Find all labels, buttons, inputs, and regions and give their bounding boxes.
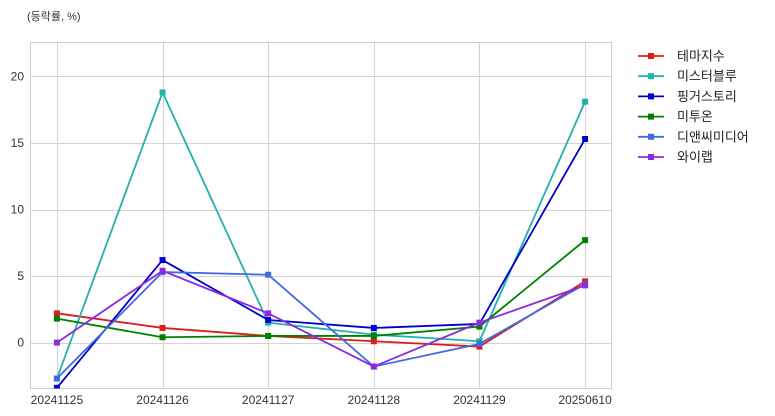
y-tick-label: 20 bbox=[11, 69, 25, 83]
series-line bbox=[56, 269, 586, 368]
legend-item: 미스터블루 bbox=[638, 69, 737, 84]
y-tick-label: 0 bbox=[17, 336, 24, 350]
series-line bbox=[56, 271, 586, 380]
data-point bbox=[159, 334, 166, 341]
data-point bbox=[159, 324, 166, 331]
legend-item: 와이랩 bbox=[638, 150, 713, 165]
y-tick-label: 15 bbox=[11, 136, 25, 150]
legend-marker bbox=[648, 93, 654, 100]
y-tick-label: 10 bbox=[11, 203, 25, 217]
data-point bbox=[582, 237, 589, 244]
data-point bbox=[370, 332, 377, 339]
x-tick-label: 20241125 bbox=[31, 393, 84, 407]
data-point bbox=[582, 135, 589, 142]
data-point bbox=[265, 271, 272, 278]
y-tick-label: 5 bbox=[17, 269, 24, 283]
legend-marker bbox=[648, 73, 654, 80]
x-tick-labels: 20241125 20241126 20241127 20241128 20241129… bbox=[31, 393, 612, 407]
grid-lines bbox=[30, 42, 612, 389]
plot-border bbox=[30, 42, 612, 389]
legend-item: 테마지수 bbox=[638, 49, 725, 64]
legend-item: 미투온 bbox=[638, 109, 713, 124]
y-axis-unit-label: (등락률, %) bbox=[27, 10, 81, 23]
legend-label: 테마지수 bbox=[677, 49, 725, 64]
series-4 bbox=[53, 237, 589, 341]
x-tick-label: 20241126 bbox=[136, 393, 189, 407]
legend-marker bbox=[648, 133, 654, 140]
series-line bbox=[56, 91, 586, 379]
x-tick-label: 20250610 bbox=[558, 393, 612, 407]
series-line bbox=[56, 280, 586, 348]
data-point bbox=[476, 323, 483, 330]
legend-label: 미투온 bbox=[677, 109, 713, 124]
series-line bbox=[56, 138, 586, 389]
legend-label: 와이랩 bbox=[677, 150, 713, 165]
legend-label: 디앤씨미디어 bbox=[677, 129, 749, 144]
data-point bbox=[582, 282, 589, 289]
data-point bbox=[265, 316, 272, 323]
legend-marker bbox=[648, 154, 654, 160]
series-layer bbox=[53, 89, 589, 389]
legend-marker bbox=[648, 53, 654, 59]
data-point bbox=[53, 315, 60, 322]
data-point bbox=[53, 384, 60, 389]
data-point bbox=[370, 338, 377, 345]
data-point bbox=[159, 267, 166, 274]
data-point bbox=[476, 319, 483, 326]
data-point bbox=[370, 363, 377, 370]
data-point bbox=[159, 257, 166, 264]
legend-label: 핑거스토리 bbox=[677, 89, 737, 104]
data-point bbox=[53, 310, 60, 317]
data-point bbox=[582, 98, 589, 105]
legend-label: 미스터블루 bbox=[677, 69, 737, 84]
data-point bbox=[53, 375, 60, 382]
x-tick-label: 20241129 bbox=[453, 393, 506, 407]
x-tick-label: 20241128 bbox=[348, 393, 401, 407]
y-tick-labels: 0 5 10 15 20 bbox=[11, 69, 25, 349]
data-point bbox=[159, 89, 166, 96]
data-point bbox=[476, 340, 483, 347]
series-line bbox=[56, 239, 586, 339]
legend-item: 디앤씨미디어 bbox=[638, 129, 749, 144]
series-6 bbox=[53, 267, 589, 370]
x-tick-label: 20241127 bbox=[242, 393, 295, 407]
legend-marker bbox=[648, 113, 654, 120]
legend-item: 핑거스토리 bbox=[638, 89, 737, 104]
data-point bbox=[370, 324, 377, 331]
data-point bbox=[265, 310, 272, 317]
data-point bbox=[265, 332, 272, 339]
data-point bbox=[53, 339, 60, 346]
